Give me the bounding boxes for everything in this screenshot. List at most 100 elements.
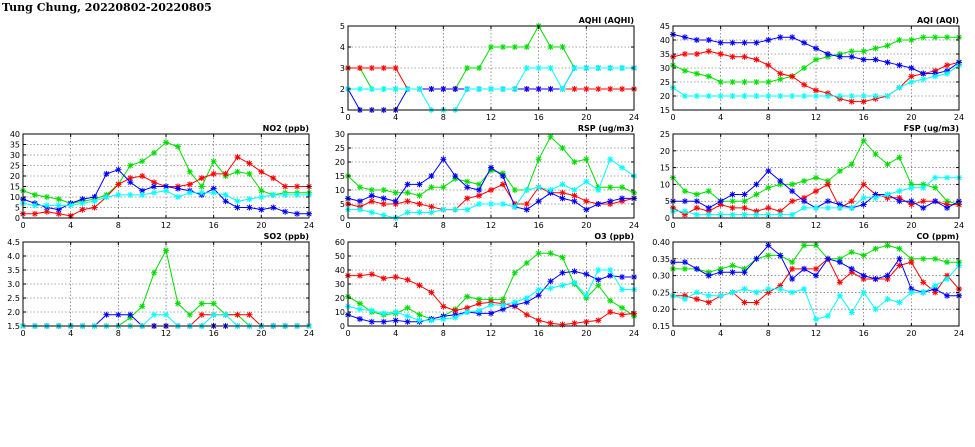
data-point [464,178,471,185]
x-tick-label: 24 [629,329,639,338]
data-point [896,84,903,91]
data-point [392,317,399,324]
data-point [186,168,193,175]
data-point [174,194,181,200]
data-point [571,187,578,193]
data-point [440,303,447,310]
data-point [163,311,169,318]
data-point [43,194,50,200]
data-point [174,143,181,150]
data-point [789,188,796,195]
data-point [31,210,38,217]
data-point [392,274,399,280]
y-tick-label: 5 [340,22,345,31]
data-point [717,39,724,46]
data-point [801,198,808,205]
data-point [103,311,110,318]
data-point [139,158,146,165]
data-point [896,154,903,161]
data-point [103,194,110,200]
data-point [705,93,712,99]
data-point [488,164,494,171]
data-point [801,265,808,272]
data-point [174,185,181,192]
data-point [753,93,760,99]
data-point [944,34,951,41]
data-point [932,34,939,41]
data-point [368,65,375,71]
data-point [741,204,748,211]
data-point [380,201,387,207]
data-point [523,260,530,266]
data-point [198,175,205,182]
data-point [404,313,411,320]
data-point [705,292,712,299]
data-point [777,286,784,293]
data-point [464,309,471,315]
y-tick-label: 15 [10,183,20,192]
data-point [777,76,784,83]
data-point [31,202,38,209]
x-tick-label: 12 [486,113,496,122]
data-point [836,93,843,99]
data-point [944,259,951,266]
x-tick-label: 24 [304,221,314,230]
x-tick-label: 16 [209,221,219,230]
data-point [801,39,808,46]
data-point [705,299,712,306]
data-point [920,198,927,205]
x-tick-label: 20 [256,221,266,230]
y-tick-label: 30 [10,151,20,160]
data-point [523,299,530,306]
data-point [559,269,566,276]
data-point [801,81,808,88]
data-point [499,44,506,50]
data-point [476,192,483,199]
x-tick-label: 12 [811,221,821,230]
data-point [571,192,578,199]
data-point [872,45,879,52]
data-point [139,187,146,194]
data-point [836,201,843,208]
data-point [824,181,831,188]
data-point [234,154,241,161]
data-point [416,181,423,188]
data-point [872,93,879,99]
data-point [908,286,915,293]
x-tick-label: 0 [670,221,675,230]
data-point [681,265,688,272]
data-point [729,39,736,46]
data-point [452,307,459,314]
data-point [115,181,122,188]
x-tick-label: 20 [581,113,591,122]
data-point [559,282,566,289]
y-tick-label: 25 [335,144,345,153]
data-point [464,293,471,300]
data-point [860,201,867,208]
y-tick-label: 20 [660,147,670,156]
data-point [139,303,146,310]
data-point [571,279,578,286]
data-point [476,201,483,207]
data-point [607,309,614,315]
y-tick-label: 4.0 [7,252,20,261]
x-tick-label: 8 [441,329,446,338]
chart-so2: 0 4 8 12 16 20 24 1.5 2.0 2.5 3.0 3.5 4.0 4.5 SO2 (ppb… [7,232,314,338]
data-point [932,73,939,80]
data-point [717,93,724,99]
data-point [428,289,435,296]
data-point [681,51,688,57]
data-point [619,274,626,280]
y-tick-label: 3 [340,64,345,73]
data-point [693,51,700,57]
data-point [789,34,796,41]
data-point [535,292,542,299]
data-point [813,188,819,195]
data-point [488,302,494,308]
x-tick-label: 16 [534,113,544,122]
y-tick-label: 40 [660,36,670,45]
data-point [753,191,760,198]
data-point [392,65,399,71]
chart-title: CO (ppm) [916,232,959,241]
data-point [789,93,796,99]
